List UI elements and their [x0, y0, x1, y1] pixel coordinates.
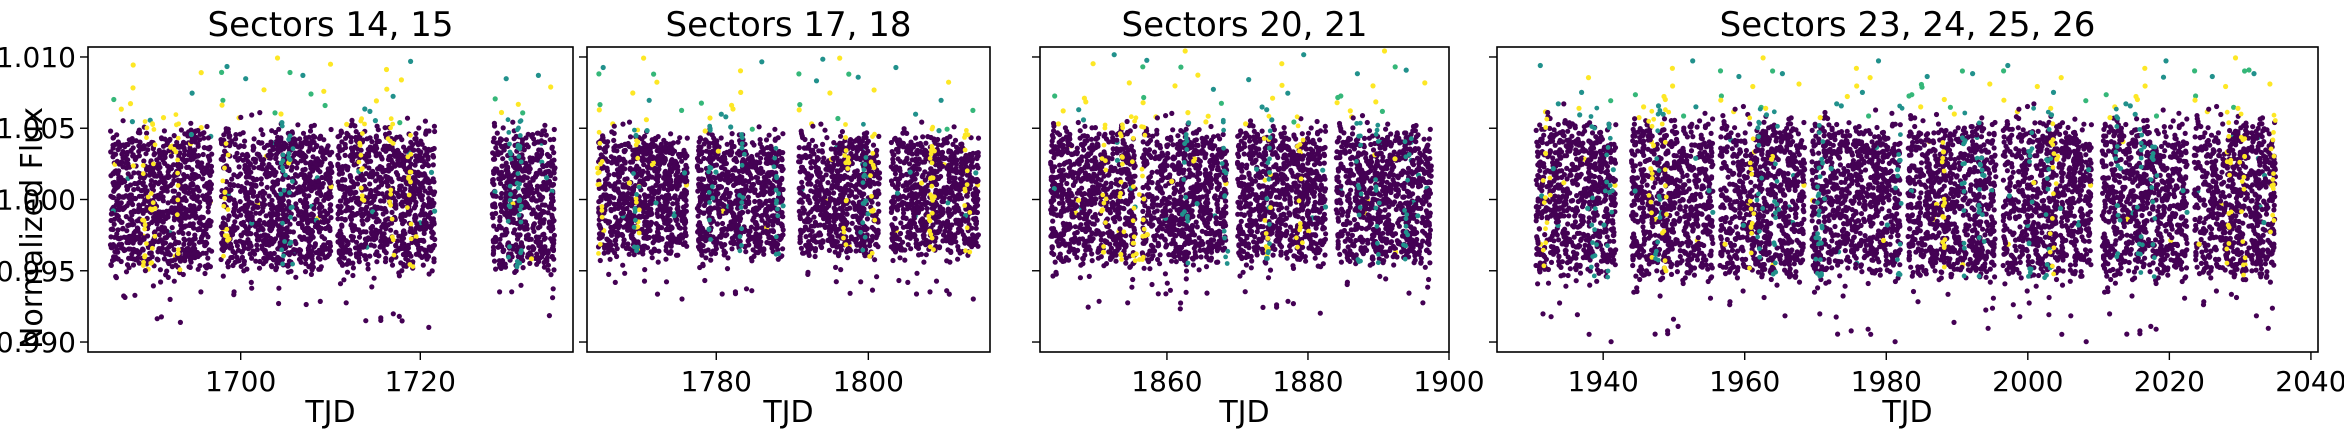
panel-4: 1940 1960 1980 2000 2020 2040 Sectors 23, 24, … — [1489, 5, 2344, 430]
x-tick-label: 1860 — [1131, 365, 1202, 398]
x-tick-label: 2000 — [1992, 365, 2063, 398]
data-segment-3 — [1235, 52, 1329, 316]
data-segment-2 — [1136, 48, 1231, 312]
panel-title: Sectors 20, 21 — [1122, 5, 1368, 45]
data-segment-1 — [107, 62, 215, 325]
axes-frame — [1496, 46, 2319, 353]
data-segment-4 — [888, 64, 982, 302]
data-segment-3 — [1717, 55, 1808, 319]
figure-ylabel: Normalized Flux — [15, 107, 50, 349]
panels: 0.990 0.995 1.000 1.005 1.010 1700 1720 Sectors… — [0, 5, 2344, 430]
panel-1: 0.990 0.995 1.000 1.005 1.010 1700 1720 Sectors… — [0, 5, 574, 430]
data-segment-4 — [1809, 58, 1905, 345]
panel-title: Sectors 14, 15 — [208, 5, 454, 45]
x-axis-label: TJD — [762, 395, 813, 430]
data-segment-5 — [1905, 68, 1999, 331]
data-segment-3 — [335, 58, 438, 330]
y-tick-label: 1.000 — [0, 184, 76, 217]
panel-3: 1860 1880 1900 Sectors 20, 21 TJD — [1032, 5, 1485, 430]
data-segment-6 — [2000, 62, 2094, 345]
data-points — [107, 55, 558, 330]
data-segment-1 — [1533, 62, 1619, 345]
panel-title: Sectors 17, 18 — [666, 5, 912, 45]
data-segment-2 — [1629, 58, 1716, 337]
y-tick-label: 1.010 — [0, 41, 76, 74]
x-axis-label: TJD — [1881, 395, 1932, 430]
data-points — [1533, 55, 2278, 345]
data-segment-4 — [489, 72, 558, 319]
data-segment-2 — [694, 59, 786, 297]
x-tick-label: 1700 — [205, 365, 276, 398]
x-tick-label: 1780 — [681, 365, 752, 398]
data-segment-2 — [218, 55, 335, 308]
y-tick-label: 0.995 — [0, 255, 76, 288]
data-segment-8 — [2191, 55, 2278, 331]
data-segment-1 — [1048, 52, 1139, 310]
x-tick-label: 1960 — [1709, 365, 1780, 398]
panel-title: Sectors 23, 24, 25, 26 — [1720, 5, 2096, 45]
x-axis-label: TJD — [304, 395, 355, 430]
data-points — [1048, 48, 1434, 316]
x-tick-label: 1720 — [385, 365, 456, 398]
data-segment-3 — [796, 55, 883, 296]
data-segment-4 — [1333, 48, 1434, 306]
x-tick-label: 2020 — [2134, 365, 2205, 398]
y-tick-label: 0.990 — [0, 326, 76, 359]
panel-2: 1780 1800 Sectors 17, 18 TJD — [579, 5, 991, 430]
data-segment-1 — [594, 55, 690, 302]
x-tick-label: 1900 — [1413, 365, 1484, 398]
x-tick-label: 1940 — [1568, 365, 1639, 398]
x-tick-label: 2040 — [2275, 365, 2344, 398]
x-tick-label: 1980 — [1851, 365, 1922, 398]
x-axis-label: TJD — [1218, 395, 1269, 430]
y-tick-label: 1.005 — [0, 112, 76, 145]
data-segment-7 — [2099, 58, 2190, 337]
x-tick-label: 1800 — [833, 365, 904, 398]
data-points — [594, 55, 982, 302]
x-tick-label: 1880 — [1272, 365, 1343, 398]
